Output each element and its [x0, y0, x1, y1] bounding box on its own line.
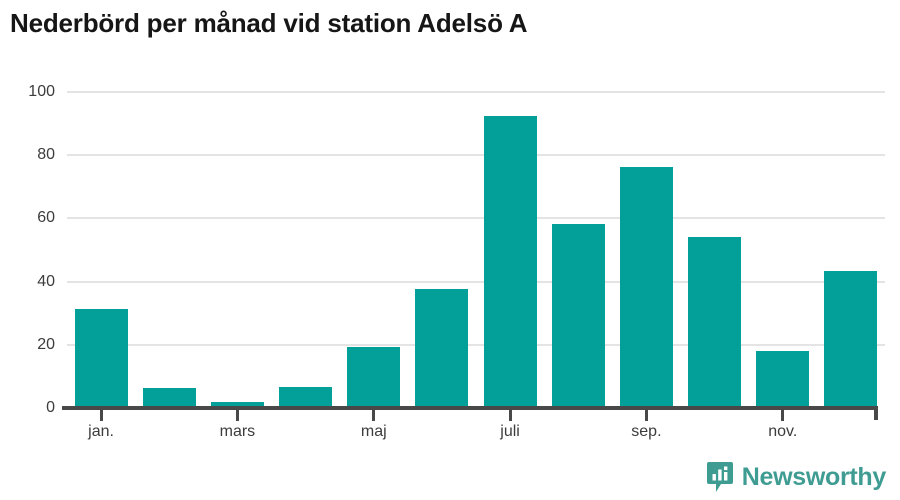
- x-axis-end-cap: [874, 406, 878, 420]
- x-axis-tick-label: maj: [360, 423, 387, 440]
- bar: [347, 346, 401, 408]
- y-axis-tick-label: 60: [37, 209, 55, 227]
- x-axis-tick: [644, 410, 648, 421]
- brand-name: Newsworthy: [741, 462, 887, 491]
- bar: [142, 387, 196, 408]
- page-title: Nederbörd per månad vid station Adelsö A: [10, 8, 528, 38]
- y-axis-tick-label: 80: [37, 146, 55, 164]
- bar: [551, 224, 605, 408]
- newsworthy-logo[interactable]: Newsworthy: [706, 462, 887, 492]
- y-axis-tick-label: 0: [46, 399, 55, 416]
- bar-series: [67, 92, 885, 408]
- bar-chart-speech-bubble-icon: [706, 462, 733, 492]
- bar: [74, 309, 128, 408]
- y-axis-tick-label: 20: [37, 335, 55, 353]
- x-axis-tick-label: juli: [500, 423, 520, 440]
- bar: [415, 288, 469, 408]
- y-axis-tick-label: 40: [37, 272, 55, 290]
- bar: [688, 237, 742, 408]
- x-axis-tick: [235, 410, 239, 421]
- bar: [619, 167, 673, 408]
- bar: [483, 116, 537, 408]
- x-axis-tick-label: mars: [219, 423, 256, 440]
- bar: [824, 270, 878, 408]
- bar: [279, 386, 333, 408]
- plot-area: [67, 91, 885, 408]
- x-axis-tick: [99, 410, 103, 421]
- x-axis-tick-label: nov.: [768, 423, 798, 440]
- x-axis-tick: [781, 410, 785, 421]
- x-axis-tick: [372, 410, 376, 421]
- x-axis-line: [62, 406, 878, 410]
- x-axis-tick-label: jan.: [88, 423, 114, 440]
- bar: [756, 351, 810, 408]
- bar: [210, 401, 264, 408]
- x-axis-tick-label: sep.: [631, 423, 662, 440]
- x-axis-tick: [508, 410, 512, 421]
- y-axis-tick-label: 100: [28, 83, 55, 100]
